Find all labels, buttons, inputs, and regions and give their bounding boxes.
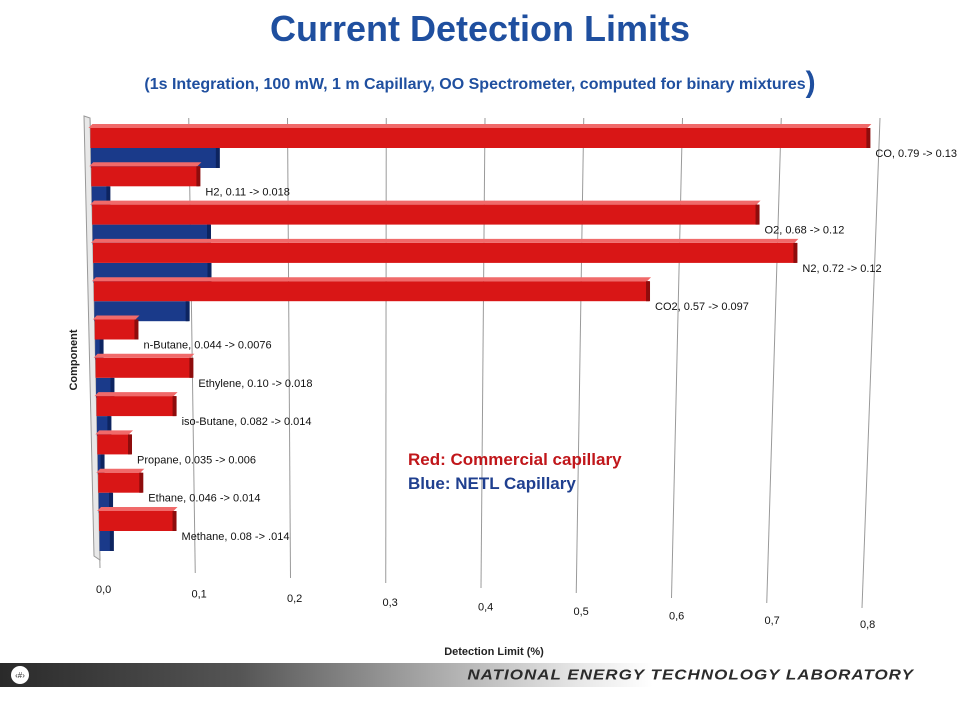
data-label: Methane, 0.08 -> .014 — [182, 531, 290, 543]
bar-netl-side — [207, 262, 212, 283]
footer-lab-name: NATIONAL ENERGY TECHNOLOGY LABORATORY — [467, 666, 914, 683]
x-tick-label: 0,3 — [383, 597, 398, 609]
bar-commercial-side — [196, 166, 201, 187]
bar-netl-side — [215, 148, 220, 168]
data-label: Propane, 0.035 -> 0.006 — [137, 454, 256, 466]
data-label: n-Butane, 0.044 -> 0.0076 — [143, 340, 271, 352]
gridline — [385, 117, 387, 584]
x-tick-label: 0,5 — [574, 606, 589, 618]
gridline — [671, 117, 683, 599]
gridline — [575, 117, 585, 594]
data-label: Ethylene, 0.10 -> 0.018 — [198, 378, 312, 390]
bar-commercial-side — [866, 128, 871, 148]
bar-commercial-side — [172, 511, 177, 531]
bar-commercial-top — [92, 315, 140, 320]
bar-netl-side — [107, 416, 112, 437]
bar-netl — [95, 339, 103, 360]
legend-commercial: Red: Commercial capillary — [408, 450, 622, 469]
data-label: CO2, 0.57 -> 0.097 — [655, 301, 749, 313]
data-label: H2, 0.11 -> 0.018 — [205, 186, 290, 198]
bar-commercial — [92, 204, 759, 225]
x-tick-label: 0,0 — [96, 584, 111, 596]
bar-commercial — [93, 242, 797, 263]
bar-commercial-top — [91, 277, 652, 282]
bar-commercial — [95, 357, 193, 378]
bar-netl-side — [100, 454, 105, 475]
data-label: O2, 0.68 -> 0.12 — [765, 225, 845, 237]
bar-commercial-side — [134, 319, 139, 340]
slide-subtitle: (1s Integration, 100 mW, 1 m Capillary, … — [0, 66, 960, 100]
data-label: Ethane, 0.046 -> 0.014 — [148, 493, 260, 505]
bar-commercial-side — [755, 204, 760, 225]
bar-commercial-side — [139, 472, 144, 493]
bar-netl — [99, 531, 113, 551]
detection-limits-chart: CO, 0.79 -> 0.13 H2, 0.11 -> 0.018 O2, 0.6… — [68, 115, 957, 658]
x-tick-label: 0,6 — [669, 610, 684, 622]
footer-band — [0, 663, 960, 687]
x-tick-label: 0,4 — [478, 602, 493, 614]
bar-commercial-side — [128, 434, 133, 455]
bar-commercial-top — [96, 468, 145, 473]
gridline — [861, 117, 881, 609]
data-label: CO, 0.79 -> 0.13 — [875, 148, 957, 160]
bar-commercial-top — [89, 162, 202, 167]
labels-layer: CO, 0.79 -> 0.13 H2, 0.11 -> 0.018 O2, 0.6… — [137, 148, 957, 543]
bar-commercial — [97, 434, 132, 455]
bar-netl-side — [109, 492, 114, 513]
bar-commercial — [96, 396, 176, 417]
bar-commercial-top — [97, 507, 178, 511]
x-axis-label: Detection Limit (%) — [444, 646, 544, 658]
legend-netl: Blue: NETL Capillary — [408, 474, 576, 493]
x-tick-label: 0,1 — [192, 588, 207, 600]
bar-netl-side — [106, 186, 111, 207]
bar-commercial — [93, 281, 650, 302]
bar-commercial-top — [88, 124, 872, 128]
ticks-layer: 0,0 0,1 0,2 0,3 0,4 0,5 0,6 0,7 0,8 — [96, 584, 875, 631]
bar-netl-side — [110, 377, 115, 398]
bar-netl-side — [99, 339, 104, 360]
gridline — [188, 117, 196, 574]
bar-commercial-top — [95, 430, 134, 435]
bar-netl-side — [207, 224, 212, 245]
bar-netl-side — [185, 301, 190, 322]
bar-commercial-top — [93, 353, 195, 358]
y-axis-label: Component — [68, 329, 80, 390]
bar-commercial — [90, 128, 870, 148]
x-tick-label: 0,7 — [765, 615, 780, 627]
bars-layer — [88, 124, 872, 551]
bar-commercial-top — [94, 392, 178, 397]
bar-commercial-side — [172, 396, 177, 417]
slide-number: ‹#› — [11, 666, 29, 684]
gridline — [287, 117, 291, 579]
slide-title: Current Detection Limits — [269, 8, 691, 49]
bar-commercial — [94, 319, 138, 340]
grid-layer — [83, 115, 881, 609]
x-tick-label: 0,2 — [287, 593, 302, 605]
bar-netl-side — [109, 531, 114, 551]
left-wall — [83, 115, 101, 561]
bar-commercial — [99, 511, 176, 531]
bar-commercial-side — [793, 242, 798, 263]
subtitle-close-paren: ) — [805, 66, 816, 99]
gridline — [480, 117, 486, 589]
x-tick-label: 0,8 — [860, 619, 875, 631]
gridline — [766, 117, 782, 604]
bar-commercial — [91, 166, 200, 187]
data-label: N2, 0.72 -> 0.12 — [802, 263, 881, 275]
bar-commercial-top — [90, 200, 761, 205]
bar-commercial — [98, 472, 143, 493]
subtitle-text: (1s Integration, 100 mW, 1 m Capillary, … — [144, 76, 806, 93]
bar-commercial-top — [91, 238, 799, 243]
bar-commercial-side — [189, 357, 194, 378]
data-label: iso-Butane, 0.082 -> 0.014 — [182, 416, 312, 428]
bar-commercial-side — [646, 281, 651, 302]
